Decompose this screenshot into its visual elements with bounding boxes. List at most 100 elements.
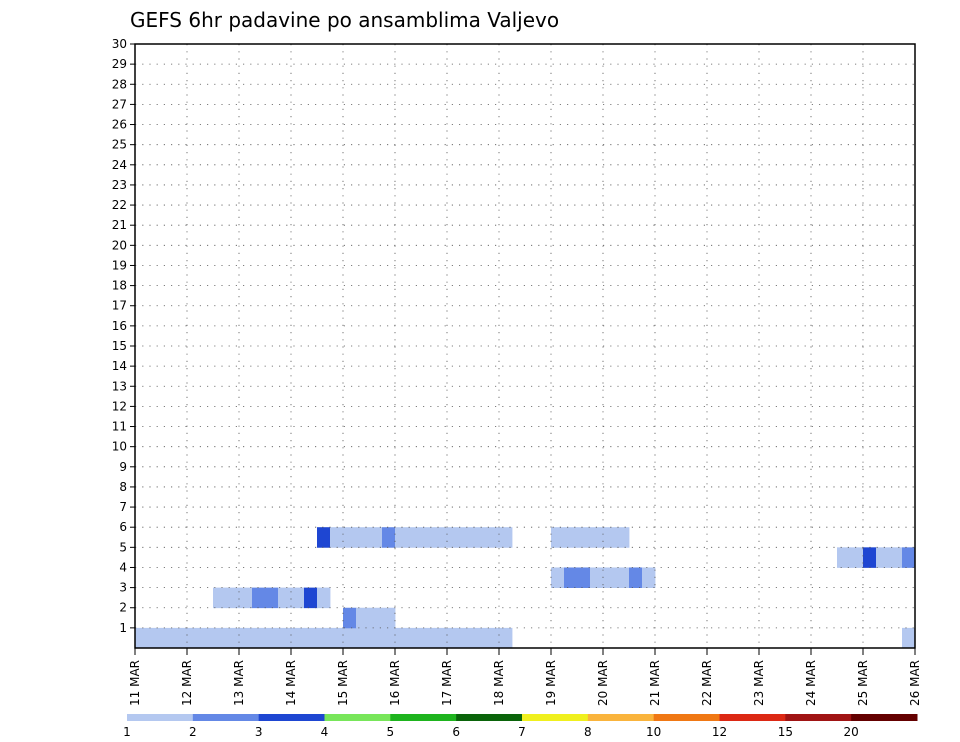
y-tick-label: 11 [112, 420, 127, 434]
x-tick-label: 19 MAR [544, 660, 558, 706]
y-tick-label: 3 [119, 581, 127, 595]
precip-cell [291, 587, 305, 609]
colorbar-label: 6 [452, 725, 460, 739]
heatmap-cells [135, 527, 916, 649]
chart-title: GEFS 6hr padavine po ansamblima Valjevo [130, 8, 559, 32]
precip-cell [616, 567, 630, 588]
precip-cell [642, 567, 656, 588]
precip-cell [447, 627, 461, 649]
precip-cell [304, 587, 318, 609]
precip-cell [889, 547, 903, 568]
precip-cell [551, 567, 565, 588]
precip-cell [317, 627, 331, 649]
x-tick-label: 26 MAR [908, 660, 922, 706]
precip-cell [434, 527, 448, 548]
y-tick-label: 25 [112, 138, 127, 152]
precip-cell [278, 627, 292, 649]
y-tick-label: 2 [119, 601, 127, 615]
x-tick-label: 18 MAR [492, 660, 506, 706]
colorbar-label: 8 [584, 725, 592, 739]
colorbar-swatch [653, 714, 720, 721]
precip-cell [902, 627, 916, 649]
precip-cell [213, 587, 227, 609]
precip-cell [174, 627, 188, 649]
precip-cell [330, 527, 344, 548]
precip-cell [291, 627, 305, 649]
colorbar-label: 7 [518, 725, 526, 739]
precip-cell [187, 627, 201, 649]
precip-cell [486, 527, 500, 548]
colorbar-swatch [390, 714, 457, 721]
colorbar-label: 10 [646, 725, 661, 739]
x-tick-label: 11 MAR [128, 660, 142, 706]
x-tick-label: 20 MAR [596, 660, 610, 706]
precip-cell [590, 567, 604, 588]
y-tick-label: 29 [112, 57, 127, 71]
precip-cell [434, 627, 448, 649]
precip-cell [356, 627, 370, 649]
y-tick-label: 18 [112, 279, 127, 293]
colorbar-swatch [785, 714, 852, 721]
precip-cell [460, 527, 474, 548]
x-tick-label: 15 MAR [336, 660, 350, 706]
precip-cell [356, 527, 370, 548]
y-tick-label: 28 [112, 77, 127, 91]
precip-cell [460, 627, 474, 649]
precip-cell [486, 627, 500, 649]
precip-cell [317, 587, 331, 609]
y-tick-label: 21 [112, 218, 127, 232]
y-tick-label: 20 [112, 238, 127, 252]
precip-cell [252, 587, 266, 609]
precip-cell [564, 527, 578, 548]
x-tick-label: 24 MAR [804, 660, 818, 706]
y-tick-label: 16 [112, 319, 127, 333]
y-tick-label: 7 [119, 500, 127, 514]
colorbar-swatch [258, 714, 325, 721]
precip-cell [408, 627, 422, 649]
precip-cell [343, 627, 357, 649]
precip-cell [382, 527, 396, 548]
precip-cell [382, 627, 396, 649]
colorbar-swatch [192, 714, 260, 721]
y-tick-label: 22 [112, 198, 127, 212]
x-tick-label: 25 MAR [856, 660, 870, 706]
x-tick-label: 23 MAR [752, 660, 766, 706]
precip-cell [902, 547, 916, 568]
y-axis-ticks: 1234567891011121314151617181920212223242… [112, 37, 135, 635]
y-tick-label: 13 [112, 379, 127, 393]
precip-cell [473, 627, 487, 649]
precip-cell [317, 527, 331, 548]
y-tick-label: 9 [119, 460, 127, 474]
precip-cell [369, 627, 383, 649]
precip-cell [499, 627, 513, 649]
precip-cell [304, 627, 318, 649]
precip-cell [564, 567, 578, 588]
precip-cell [863, 547, 877, 568]
colorbar-label: 15 [778, 725, 793, 739]
precip-cell [590, 527, 604, 548]
colorbar-label: 3 [255, 725, 263, 739]
precip-cell [876, 547, 890, 568]
precip-cell [850, 547, 864, 568]
y-tick-label: 5 [119, 540, 127, 554]
x-tick-label: 17 MAR [440, 660, 454, 706]
y-tick-label: 1 [119, 621, 127, 635]
precip-cell [265, 627, 279, 649]
precip-cell [343, 527, 357, 548]
colorbar: 1 2 3 4 5 6 7 8 10 12 15 20 [123, 714, 918, 739]
precip-cell [408, 527, 422, 548]
precip-cell [395, 527, 409, 548]
precip-cell [603, 567, 617, 588]
precip-cell [148, 627, 162, 649]
precip-cell [603, 527, 617, 548]
x-tick-label: 14 MAR [284, 660, 298, 706]
precip-cell [161, 627, 175, 649]
y-tick-label: 8 [119, 480, 127, 494]
colorbar-label: 20 [844, 725, 859, 739]
precip-cell [200, 627, 214, 649]
x-tick-label: 21 MAR [648, 660, 662, 706]
x-tick-label: 12 MAR [180, 660, 194, 706]
precip-cell [499, 527, 513, 548]
precip-cell [369, 607, 383, 629]
